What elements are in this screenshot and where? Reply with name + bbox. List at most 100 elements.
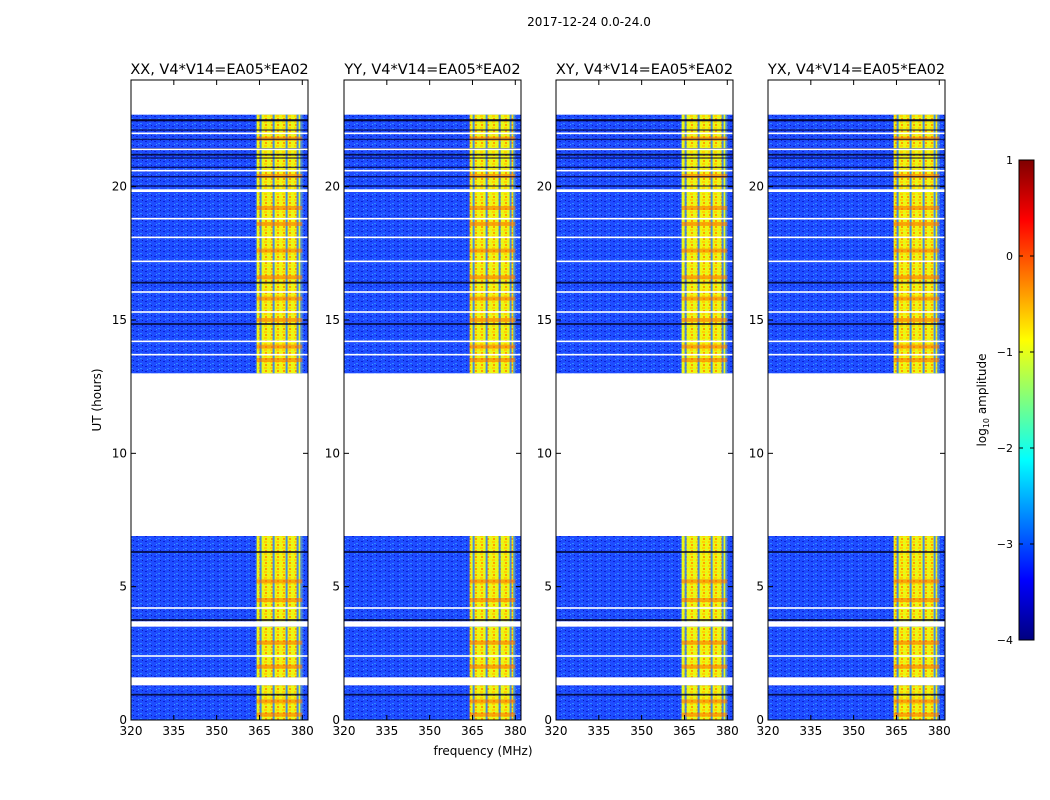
warm-row <box>469 640 516 645</box>
dark-row <box>556 323 733 325</box>
dark-row <box>344 619 521 621</box>
signal-band <box>893 536 940 622</box>
channel-stripe <box>710 114 713 190</box>
flag-gap <box>344 353 521 356</box>
warm-row <box>256 318 303 322</box>
x-tick-label: 320 <box>757 724 780 738</box>
dark-row <box>556 166 733 169</box>
warm-row <box>469 699 516 704</box>
channel-stripe <box>296 536 299 622</box>
x-tick-label: 350 <box>842 724 865 738</box>
dark-row <box>131 157 308 159</box>
dark-row <box>344 185 521 187</box>
flag-gap <box>768 607 945 609</box>
flag-gap <box>556 260 733 263</box>
y-axis-label: UT (hours) <box>90 368 104 431</box>
warm-row <box>893 344 940 349</box>
channel-stripe <box>272 114 275 190</box>
dark-row <box>768 323 945 325</box>
signal-band <box>256 114 303 190</box>
dark-row <box>768 176 945 178</box>
channel-stripe <box>710 536 713 622</box>
dark-row <box>556 119 733 121</box>
signal-band <box>469 536 516 622</box>
panel-2: YY, V4*V14=EA05*EA02 320 335 350 365 380 0 5 10 1… <box>325 62 527 738</box>
dark-row <box>768 129 945 131</box>
flag-gap <box>768 353 945 356</box>
x-axis-label: frequency (MHz) <box>433 744 532 758</box>
y-tick-label: 20 <box>325 180 340 194</box>
warm-row <box>681 598 728 602</box>
channel-stripe <box>509 626 512 678</box>
signal-band <box>893 626 940 678</box>
dark-row <box>556 185 733 187</box>
dark-row <box>131 176 308 178</box>
dark-row <box>768 119 945 121</box>
y-tick-label: 0 <box>756 713 764 727</box>
x-tick-label: 365 <box>885 724 908 738</box>
dark-row <box>344 176 521 178</box>
flag-gap <box>344 260 521 263</box>
channel-stripe <box>472 536 475 622</box>
channel-stripe <box>259 114 262 190</box>
x-tick-label: 320 <box>545 724 568 738</box>
flag-gap <box>768 169 945 172</box>
warm-row <box>681 640 728 645</box>
dark-row <box>768 185 945 187</box>
flag-gap <box>344 607 521 609</box>
warm-row <box>681 699 728 704</box>
warm-row <box>681 206 728 210</box>
flag-gap <box>131 236 308 239</box>
channel-stripe <box>285 114 288 190</box>
channel-stripe <box>896 114 899 190</box>
warm-row <box>893 640 940 645</box>
dark-row <box>344 693 521 696</box>
colorbar-tick-label: 1 <box>1006 154 1013 167</box>
dark-row <box>556 693 733 696</box>
flag-gap <box>344 655 521 657</box>
channel-stripe <box>896 626 899 678</box>
dark-row <box>131 281 308 284</box>
x-tick-label: 350 <box>630 724 653 738</box>
flag-gap <box>556 353 733 356</box>
colorbar-gradient <box>1018 159 1035 641</box>
dark-row <box>768 153 945 156</box>
warm-row <box>681 275 728 280</box>
flag-gap <box>768 260 945 263</box>
flag-gap <box>344 169 521 172</box>
dark-row <box>768 166 945 169</box>
flag-gap <box>131 169 308 172</box>
channel-stripe <box>909 114 912 190</box>
warm-row <box>469 275 516 280</box>
channel-stripe <box>684 114 687 190</box>
warm-row <box>256 296 303 301</box>
channel-stripe <box>472 114 475 190</box>
dark-row <box>344 157 521 159</box>
colorbar-ticks: 1 0 −1 −2 −3 −4 <box>997 154 1034 647</box>
signal-band <box>256 626 303 678</box>
channel-stripe <box>684 536 687 622</box>
plot-frame <box>130 79 309 721</box>
y-tick-label: 20 <box>112 180 127 194</box>
flag-gap <box>768 132 945 135</box>
channel-stripe <box>472 626 475 678</box>
flag-gap <box>556 236 733 239</box>
dark-row <box>556 153 733 156</box>
flag-gap <box>131 260 308 263</box>
flag-gap <box>556 217 733 220</box>
panel-4: YX, V4*V14=EA05*EA02 320 335 350 365 380 0 5 10 1… <box>749 62 951 738</box>
warm-row <box>893 712 940 717</box>
x-tick-label: 350 <box>205 724 228 738</box>
channel-stripe <box>300 626 303 678</box>
x-tick-label: 335 <box>162 724 185 738</box>
colorbar-label: log10 amplitude <box>975 354 991 447</box>
flag-gap <box>344 148 521 151</box>
y-tick-label: 5 <box>332 580 340 594</box>
channel-stripe <box>272 626 275 678</box>
channel-stripe <box>725 626 728 678</box>
channel-stripe <box>513 114 516 190</box>
channel-stripe <box>485 114 488 190</box>
warm-row <box>893 579 940 584</box>
warm-row <box>469 579 516 584</box>
warm-row <box>681 712 728 717</box>
